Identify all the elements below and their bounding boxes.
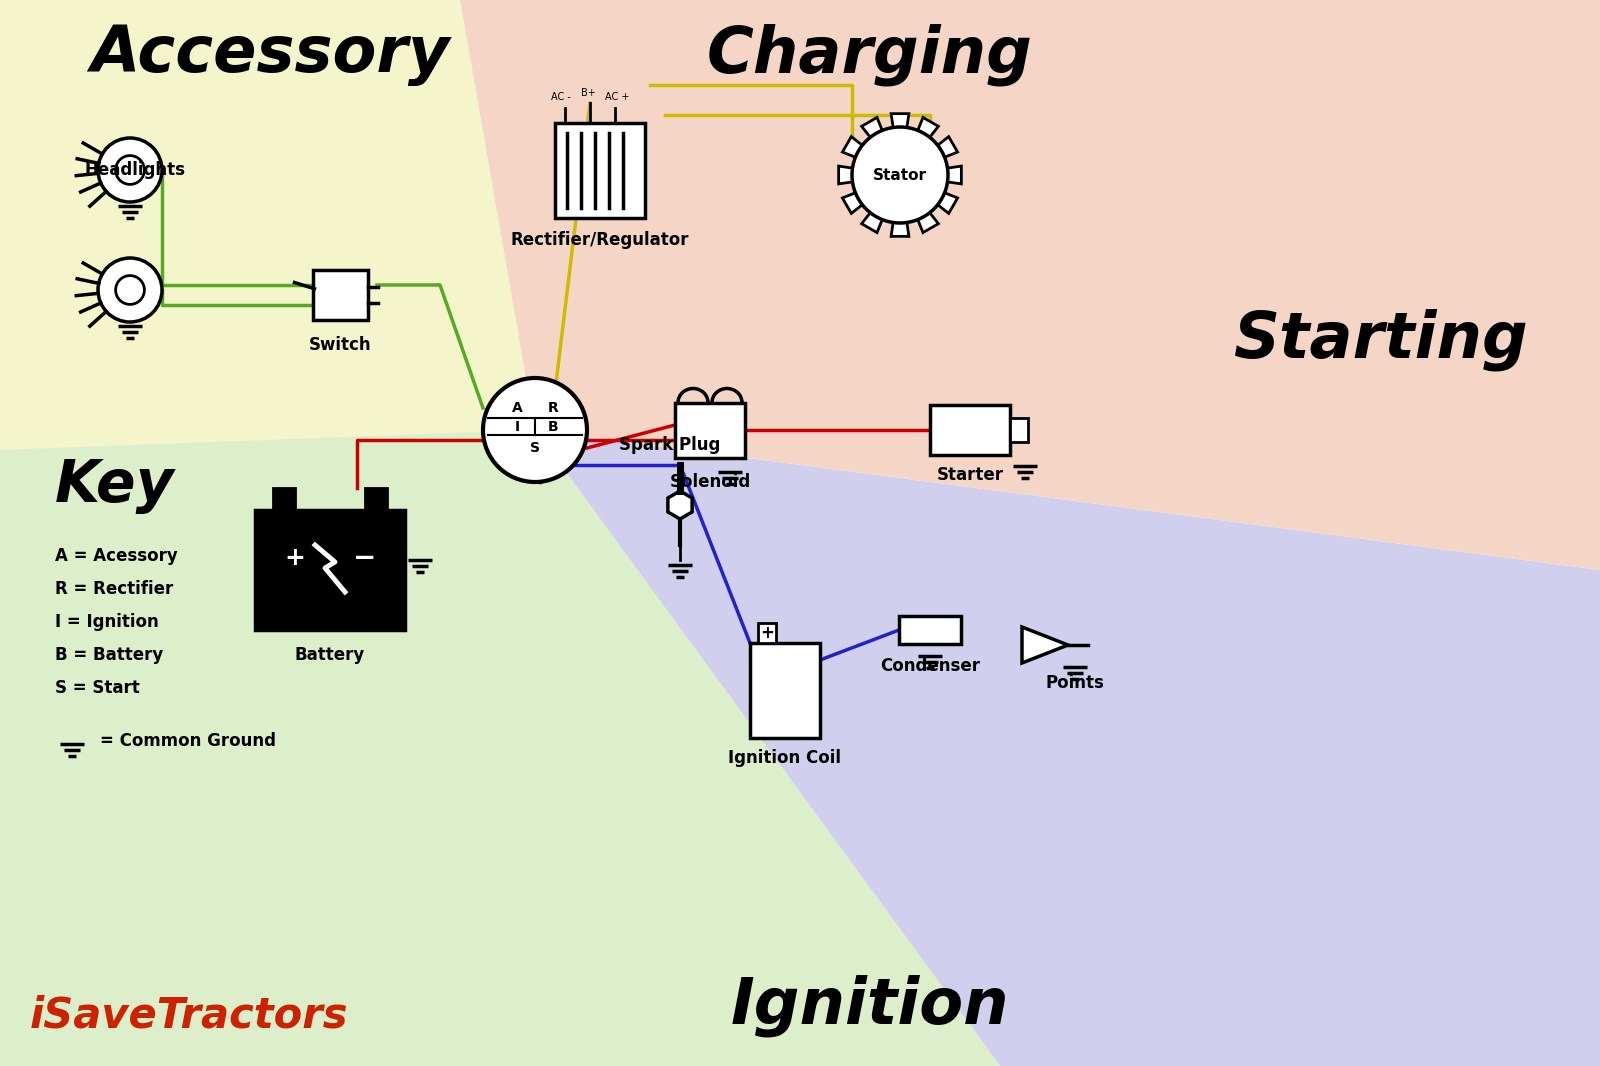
Text: I: I bbox=[515, 420, 520, 434]
Polygon shape bbox=[461, 0, 1600, 570]
Polygon shape bbox=[938, 193, 957, 213]
Text: Starting: Starting bbox=[1232, 309, 1528, 371]
Text: Headlights: Headlights bbox=[85, 161, 186, 179]
Text: B: B bbox=[547, 420, 558, 434]
Text: R: R bbox=[547, 401, 558, 415]
Text: Accessory: Accessory bbox=[90, 25, 450, 86]
Text: = Common Ground: = Common Ground bbox=[99, 732, 277, 750]
Text: R = Rectifier: R = Rectifier bbox=[54, 580, 173, 598]
Text: Spark Plug: Spark Plug bbox=[619, 436, 720, 454]
Polygon shape bbox=[1022, 627, 1069, 663]
Bar bbox=[930, 405, 1010, 455]
Text: −: − bbox=[354, 544, 376, 572]
Circle shape bbox=[115, 156, 144, 184]
Text: +: + bbox=[285, 546, 306, 570]
Text: AC +: AC + bbox=[605, 93, 629, 102]
Text: B = Battery: B = Battery bbox=[54, 646, 163, 664]
Bar bbox=[675, 403, 746, 457]
Text: S: S bbox=[530, 441, 541, 455]
Circle shape bbox=[98, 138, 162, 201]
Polygon shape bbox=[918, 117, 938, 138]
Bar bbox=[274, 488, 294, 510]
Text: AC -: AC - bbox=[550, 93, 571, 102]
Bar bbox=[365, 488, 387, 510]
Text: Condenser: Condenser bbox=[880, 657, 979, 675]
Circle shape bbox=[98, 258, 162, 322]
Polygon shape bbox=[891, 223, 909, 237]
Circle shape bbox=[483, 378, 587, 482]
Bar bbox=[750, 643, 819, 738]
Polygon shape bbox=[947, 166, 962, 184]
Text: iSaveTractors: iSaveTractors bbox=[30, 995, 349, 1037]
Polygon shape bbox=[891, 114, 909, 128]
Polygon shape bbox=[862, 117, 882, 138]
Text: A: A bbox=[512, 401, 522, 415]
Polygon shape bbox=[843, 136, 862, 157]
Circle shape bbox=[115, 276, 144, 305]
Text: Points: Points bbox=[1045, 674, 1104, 692]
Circle shape bbox=[851, 127, 947, 223]
Text: B+: B+ bbox=[581, 87, 595, 97]
Text: +: + bbox=[760, 624, 774, 642]
Polygon shape bbox=[667, 491, 693, 519]
Text: Solenoid: Solenoid bbox=[669, 473, 750, 491]
Text: S = Start: S = Start bbox=[54, 679, 139, 697]
Polygon shape bbox=[0, 0, 534, 450]
Text: Ignition: Ignition bbox=[731, 974, 1010, 1037]
Bar bbox=[254, 510, 405, 630]
Bar bbox=[899, 616, 962, 644]
Text: A = Acessory: A = Acessory bbox=[54, 547, 178, 565]
Text: Stator: Stator bbox=[874, 167, 926, 182]
Text: Starter: Starter bbox=[936, 466, 1003, 484]
Bar bbox=[758, 623, 776, 643]
Text: Charging: Charging bbox=[707, 23, 1034, 86]
Text: Ignition Coil: Ignition Coil bbox=[728, 749, 842, 768]
Text: Rectifier/Regulator: Rectifier/Regulator bbox=[510, 231, 690, 249]
Text: I = Ignition: I = Ignition bbox=[54, 613, 158, 631]
Polygon shape bbox=[0, 430, 1000, 1066]
Polygon shape bbox=[534, 430, 1600, 1066]
Text: Switch: Switch bbox=[309, 336, 371, 354]
Polygon shape bbox=[0, 0, 616, 450]
Text: Battery: Battery bbox=[294, 646, 365, 664]
Bar bbox=[1010, 418, 1027, 442]
Polygon shape bbox=[938, 136, 957, 157]
Polygon shape bbox=[838, 166, 853, 184]
Bar bbox=[555, 123, 645, 217]
Text: Key: Key bbox=[54, 457, 174, 515]
Polygon shape bbox=[843, 193, 862, 213]
Polygon shape bbox=[918, 213, 938, 232]
Bar bbox=[312, 270, 368, 320]
Polygon shape bbox=[862, 213, 882, 232]
